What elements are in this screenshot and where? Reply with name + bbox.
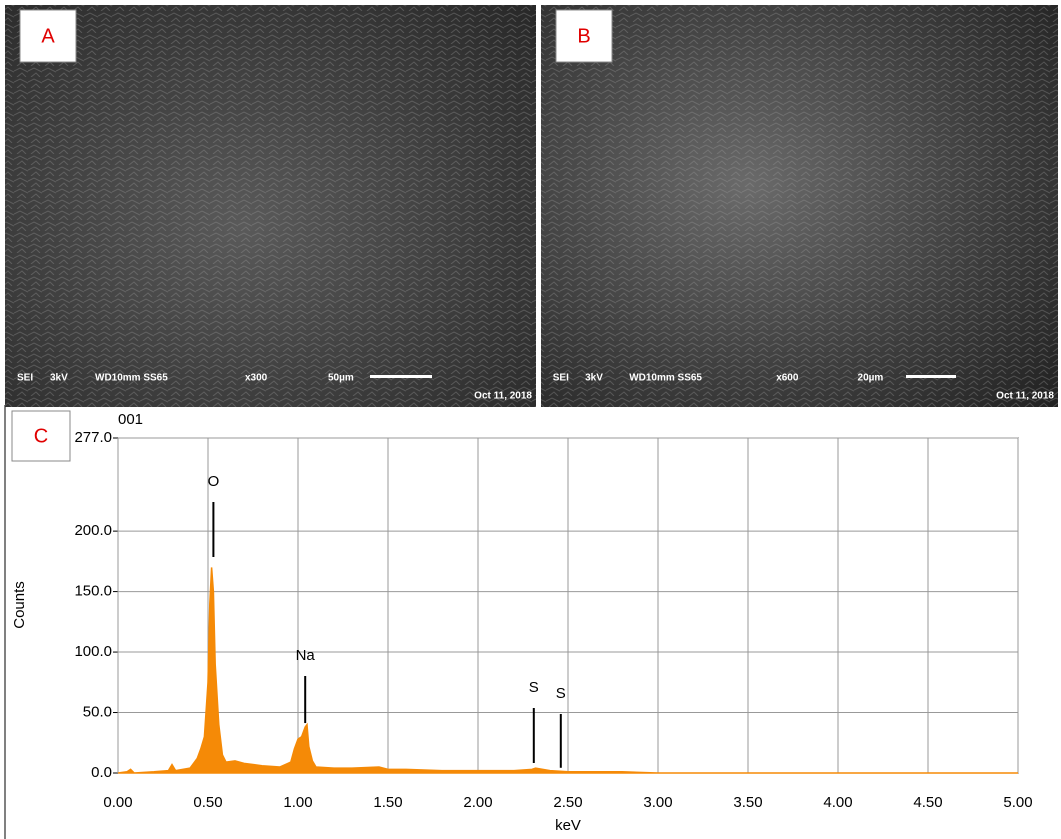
sem-panels: A SEI 3kV WD10mm SS65 x300 50µm Oct 11, 2018 B S… [5,5,1058,407]
letter-box [19,9,77,63]
peak-label: S [529,679,539,696]
sem-info: WD10mm SS65 [629,373,702,384]
sem-info: x300 [245,373,268,384]
y-tick-label: 0.0 [91,764,112,781]
sem-info: 50µm [328,373,354,384]
eds-chart: 0.0 50.0 100.0 150.0 200.0 277.0 0.00 0.50 1.00 1… [11,410,1033,834]
sem-info: WD10mm SS65 [95,373,168,384]
sem-info: 20µm [858,373,884,384]
spectrum [117,567,1018,774]
sem-date: Oct 11, 2018 [996,391,1054,402]
y-tick-label: 200.0 [74,522,112,539]
peak-label: O [208,473,220,490]
y-tick-label: 150.0 [74,583,112,600]
sem-info: SEI [553,373,569,384]
sem-info: SEI [17,373,33,384]
sem-texture [541,5,1058,407]
x-tick-label: 4.50 [913,794,942,811]
x-axis-label: keV [555,817,581,834]
x-tick-label: 0.50 [193,794,222,811]
x-tick-label: 0.00 [103,794,132,811]
y-tick-label: 50.0 [83,703,112,720]
x-tick-label: 1.00 [283,794,312,811]
x-tick-label: 3.00 [643,794,672,811]
sem-texture [5,5,536,407]
x-tick-label: 1.50 [373,794,402,811]
panel-letter: A [41,25,55,47]
sem-info: 3kV [50,373,68,384]
scale-bar [906,375,956,378]
x-tick-label: 2.00 [463,794,492,811]
sem-date: Oct 11, 2018 [474,391,532,402]
scale-bar [370,375,432,378]
x-tick-label: 2.50 [553,794,582,811]
x-tick-label: 5.00 [1003,794,1032,811]
letter-box [11,410,71,462]
sem-info: x600 [776,373,799,384]
letter-box [555,9,613,63]
sem-info: 3kV [585,373,603,384]
x-tick-label: 3.50 [733,794,762,811]
panel-letter: C [34,425,48,447]
panel-letter: B [577,25,590,47]
y-axis-label: Counts [11,581,28,629]
peak-label: Na [296,647,316,664]
peak-label: S [556,685,566,702]
chart-title: 001 [118,411,143,428]
y-tick-label: 100.0 [74,643,112,660]
x-tick-label: 4.00 [823,794,852,811]
y-tick-label: 277.0 [74,429,112,446]
